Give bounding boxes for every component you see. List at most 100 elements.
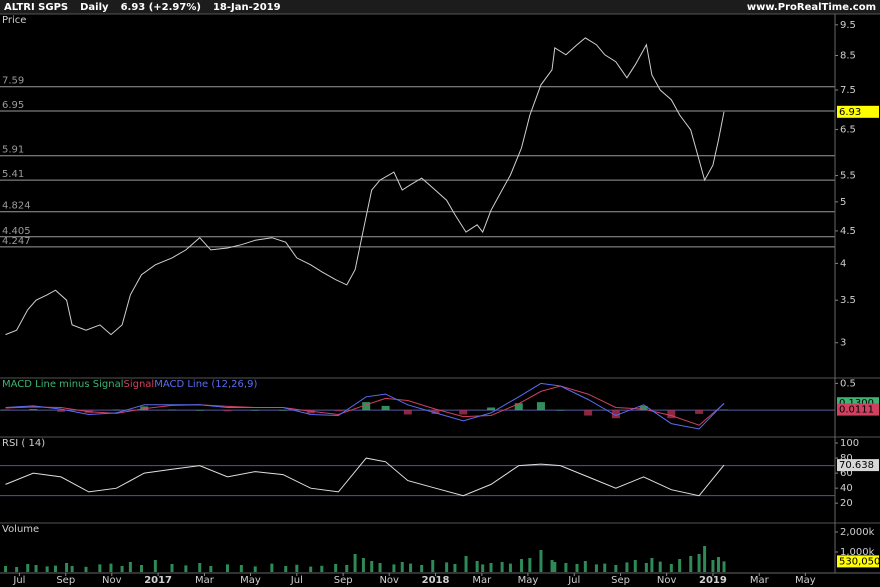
- volume-bar: [625, 562, 629, 572]
- x-tick-label: Mar: [750, 575, 770, 586]
- volume-bar: [345, 565, 349, 572]
- instrument: ALTRI SGPS: [4, 2, 68, 13]
- histogram-bar: [167, 409, 176, 411]
- volume-bar: [370, 561, 374, 572]
- volume-bar: [295, 564, 299, 572]
- y-tick-label: 8.5: [840, 50, 856, 61]
- level-label: 4.247: [2, 236, 31, 247]
- x-tick-label: Nov: [379, 575, 399, 586]
- volume-bar: [225, 564, 229, 572]
- volume-bar: [334, 564, 338, 572]
- volume-bar: [53, 565, 57, 572]
- legend: MACD Line minus SignalSignalMACD Line (1…: [2, 379, 257, 390]
- volume-bar: [400, 562, 404, 572]
- volume-bar: [475, 561, 479, 572]
- histogram-bar: [112, 409, 121, 411]
- histogram-bar: [611, 410, 620, 419]
- volume-bar: [409, 563, 413, 572]
- volume-bar: [153, 560, 157, 572]
- x-tick-label: Jul: [567, 575, 580, 586]
- y-tick-label: 1,000k: [840, 547, 875, 558]
- x-tick-label: 2019: [699, 575, 727, 586]
- volume-bar: [594, 564, 598, 572]
- volume-bar: [614, 565, 618, 572]
- x-tick-label: Sep: [334, 575, 353, 586]
- legend-entry: MACD Line minus Signal: [2, 379, 123, 390]
- x-tick-label: May: [240, 575, 261, 586]
- header-bar: [0, 0, 880, 14]
- histogram-bar: [639, 405, 648, 411]
- volume-bar: [4, 566, 8, 572]
- histogram-bar: [695, 410, 704, 414]
- y-tick-label: 5.5: [840, 171, 856, 182]
- volume-bar: [361, 558, 365, 572]
- volume-bar: [603, 563, 607, 572]
- level-label: 6.95: [2, 100, 24, 111]
- last-value: 70.638: [839, 460, 874, 471]
- volume-bar: [98, 564, 102, 572]
- y-tick-label: 7.5: [840, 85, 856, 96]
- histogram-bar: [720, 409, 729, 411]
- volume-bar: [508, 563, 512, 572]
- volume-bar: [15, 567, 19, 572]
- histogram-bar: [29, 409, 38, 411]
- volume-bar: [353, 554, 357, 572]
- volume-bar: [481, 564, 485, 572]
- x-tick-label: Mar: [472, 575, 492, 586]
- volume-bar: [109, 563, 113, 572]
- volume-bar: [70, 566, 74, 572]
- level-label: 5.41: [2, 169, 24, 180]
- x-tick-label: 2017: [144, 575, 172, 586]
- last-value-box: [837, 459, 879, 472]
- level-label: 5.91: [2, 145, 24, 156]
- volume-bar: [453, 564, 457, 572]
- y-tick-label: 6.5: [840, 124, 856, 135]
- volume-bar: [650, 558, 654, 572]
- quote: 6.93 (+2.97%): [121, 2, 201, 13]
- histogram-bar: [195, 410, 204, 411]
- value-box-label: 0.0111: [839, 405, 874, 416]
- volume-bar: [678, 559, 682, 572]
- volume-bar: [716, 557, 720, 572]
- volume-bar: [34, 565, 38, 572]
- histogram-bar: [223, 410, 232, 412]
- volume-bar: [711, 560, 715, 572]
- histogram-bar: [487, 407, 496, 411]
- histogram-bar: [667, 410, 676, 419]
- period: Daily: [80, 2, 109, 13]
- x-tick-label: Mar: [195, 575, 215, 586]
- volume-bar: [489, 563, 493, 572]
- legend-entry: MACD Line (12,26,9): [154, 379, 257, 390]
- level-label: 4.405: [2, 226, 31, 237]
- last-value: 6.93: [839, 107, 861, 118]
- volume-bar: [184, 565, 188, 572]
- histogram-bar: [584, 410, 593, 416]
- volume-bar: [239, 565, 243, 572]
- date: 18-Jan-2019: [213, 2, 281, 13]
- y-tick-label: 4.5: [840, 226, 856, 237]
- series-line: [5, 382, 725, 430]
- volume-bar: [583, 561, 587, 572]
- volume-bar: [539, 550, 543, 572]
- y-tick-label: 3: [840, 338, 846, 349]
- volume-bar: [170, 564, 174, 572]
- volume-bar: [722, 561, 726, 572]
- y-tick-label: 0.5: [840, 378, 856, 389]
- value-box: [837, 403, 879, 416]
- volume-bar: [697, 554, 701, 572]
- x-tick-label: Nov: [657, 575, 677, 586]
- volume-bar: [420, 565, 424, 572]
- volume-bar: [644, 563, 648, 572]
- histogram-bar: [514, 403, 523, 411]
- volume-bar: [392, 564, 396, 572]
- volume-bar: [669, 564, 673, 572]
- x-tick-label: Sep: [611, 575, 630, 586]
- volume-bar: [703, 546, 707, 572]
- volume-bar: [198, 563, 202, 572]
- volume-bar: [209, 566, 213, 572]
- histogram-bar: [1, 409, 10, 411]
- y-tick-label: 3.5: [840, 295, 856, 306]
- legend-entry: Signal: [123, 379, 154, 390]
- volume-bar: [464, 556, 468, 572]
